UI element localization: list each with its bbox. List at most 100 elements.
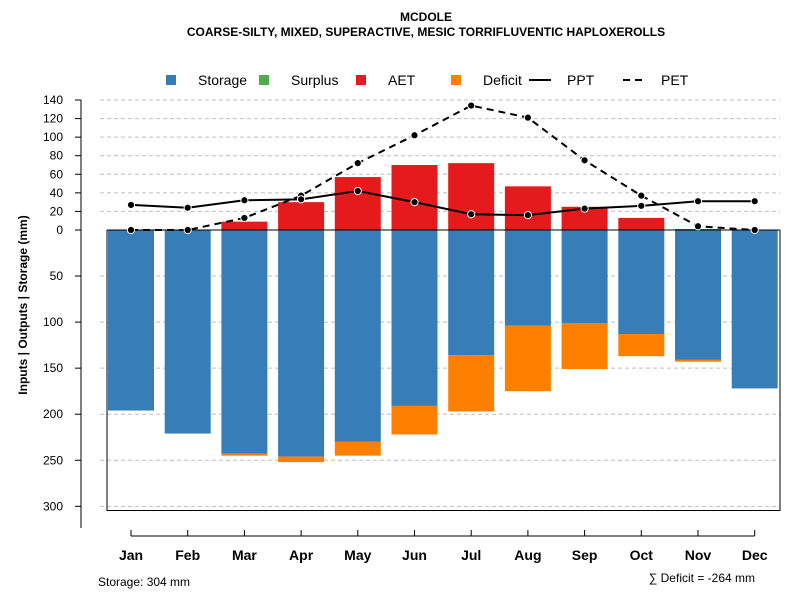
bar-aet-jul — [448, 163, 495, 230]
x-tick-label-may: May — [344, 547, 371, 563]
point-ppt-jul — [467, 210, 476, 219]
bar-deficit-apr — [278, 456, 325, 463]
bars — [108, 163, 778, 463]
y-tick-label-upper-60: 60 — [50, 167, 64, 181]
line-pet — [131, 104, 755, 231]
bar-deficit-mar — [221, 453, 268, 456]
bar-storage-dec — [731, 230, 778, 389]
legend-label-pet: PET — [661, 72, 689, 88]
gridlines — [100, 99, 780, 507]
y-tick-label-lower-150: 150 — [43, 361, 63, 375]
bar-storage-jun — [391, 230, 438, 406]
point-pet-may — [353, 159, 362, 168]
bar-storage-aug — [504, 230, 551, 326]
point-ppt-sep — [580, 204, 589, 213]
bar-deficit-jul — [448, 355, 495, 412]
bar-aet-jun — [391, 165, 438, 230]
y-tick-label-upper-40: 40 — [50, 186, 64, 200]
bar-deficit-may — [334, 441, 381, 456]
point-ppt-dec — [750, 197, 759, 206]
y-tick-label-upper-0: 0 — [56, 223, 63, 237]
point-pet-sep — [580, 156, 589, 165]
y-tick-label-upper-80: 80 — [50, 149, 64, 163]
y-tick-label-upper-20: 20 — [50, 204, 64, 218]
chart-subtitle: COARSE-SILTY, MIXED, SUPERACTIVE, MESIC … — [187, 25, 665, 39]
x-axis: Jan Feb Mar Apr May Jun Jul Aug Sep Oct Nov Dec — [119, 530, 768, 563]
point-ppt-feb — [183, 203, 192, 212]
legend-swatch-surplus — [259, 75, 269, 85]
legend-label-storage: Storage — [198, 72, 247, 88]
x-tick-label-nov: Nov — [685, 547, 712, 563]
y-tick-label-lower-200: 200 — [43, 407, 63, 421]
x-tick-label-oct: Oct — [630, 547, 654, 563]
bar-storage-nov — [675, 230, 721, 360]
line-ppt — [130, 189, 755, 217]
bar-storage-jan — [108, 230, 154, 411]
bar-storage-apr — [278, 230, 325, 457]
bar-storage-oct — [618, 230, 665, 335]
bar-deficit-jun — [391, 405, 438, 435]
legend-label-deficit: Deficit — [483, 72, 522, 88]
legend: Storage Surplus AET Deficit PPT PET — [166, 72, 689, 88]
y-tick-label-lower-300: 300 — [43, 499, 63, 513]
storage-label: Storage: 304 mm — [98, 575, 190, 589]
bar-aet-sep — [561, 206, 608, 230]
legend-label-aet: AET — [388, 72, 416, 88]
point-ppt-jan — [126, 200, 136, 210]
bar-storage-feb — [164, 230, 211, 434]
bar-aet-oct — [618, 217, 665, 230]
x-tick-label-jan: Jan — [119, 547, 143, 563]
x-tick-label-mar: Mar — [232, 547, 257, 563]
chart-title: MCDOLE — [400, 10, 452, 24]
point-pet-dec — [750, 225, 759, 235]
y-tick-label-upper-120: 120 — [43, 112, 63, 126]
point-ppt-jun — [410, 198, 419, 207]
point-ppt-nov — [693, 197, 703, 206]
x-tick-label-aug: Aug — [514, 547, 541, 563]
y-axis: 0 20 40 60 80 100 120 140 50 100 150 200 250 300 — [43, 93, 82, 528]
bar-storage-jul — [448, 230, 495, 356]
point-ppt-mar — [240, 196, 249, 205]
point-ppt-aug — [523, 211, 533, 220]
bar-storage-mar — [221, 230, 268, 454]
point-pet-nov — [693, 222, 703, 231]
point-ppt-apr — [297, 195, 306, 204]
legend-swatch-deficit — [451, 75, 461, 85]
point-ppt-oct — [637, 201, 646, 210]
bar-storage-sep — [561, 230, 608, 324]
point-ppt-may — [353, 186, 362, 196]
point-pet-feb — [183, 225, 192, 235]
x-tick-label-dec: Dec — [742, 547, 768, 563]
bar-storage-may — [334, 230, 381, 442]
point-pet-oct — [637, 191, 646, 200]
y-tick-label-lower-250: 250 — [43, 453, 63, 467]
point-pet-aug — [523, 113, 533, 122]
bar-aet-may — [334, 177, 381, 230]
deficit-label: ∑ Deficit = -264 mm — [649, 571, 755, 585]
x-tick-label-jun: Jun — [402, 547, 427, 563]
x-tick-label-feb: Feb — [175, 547, 200, 563]
y-tick-label-lower-100: 100 — [43, 315, 63, 329]
y-tick-label-upper-140: 140 — [43, 93, 63, 107]
x-tick-label-sep: Sep — [572, 547, 598, 563]
legend-label-surplus: Surplus — [291, 72, 338, 88]
bar-aet-apr — [278, 202, 325, 230]
point-pet-jul — [467, 101, 476, 110]
y-axis-label: Inputs | Outputs | Storage (mm) — [16, 215, 30, 394]
y-tick-label-upper-100: 100 — [43, 130, 63, 144]
x-tick-label-apr: Apr — [289, 547, 314, 563]
bar-deficit-aug — [504, 325, 551, 392]
bar-deficit-nov — [675, 359, 721, 362]
bar-deficit-sep — [561, 323, 608, 370]
x-tick-label-jul: Jul — [461, 547, 481, 563]
point-pet-mar — [240, 213, 249, 223]
point-pet-jan — [126, 225, 136, 235]
bar-aet-mar — [221, 221, 268, 230]
legend-swatch-storage — [166, 75, 176, 85]
bar-deficit-oct — [618, 334, 665, 357]
legend-label-ppt: PPT — [567, 72, 595, 88]
bar-aet-aug — [504, 186, 551, 230]
series-lines — [126, 101, 759, 235]
point-pet-jun — [410, 131, 419, 140]
